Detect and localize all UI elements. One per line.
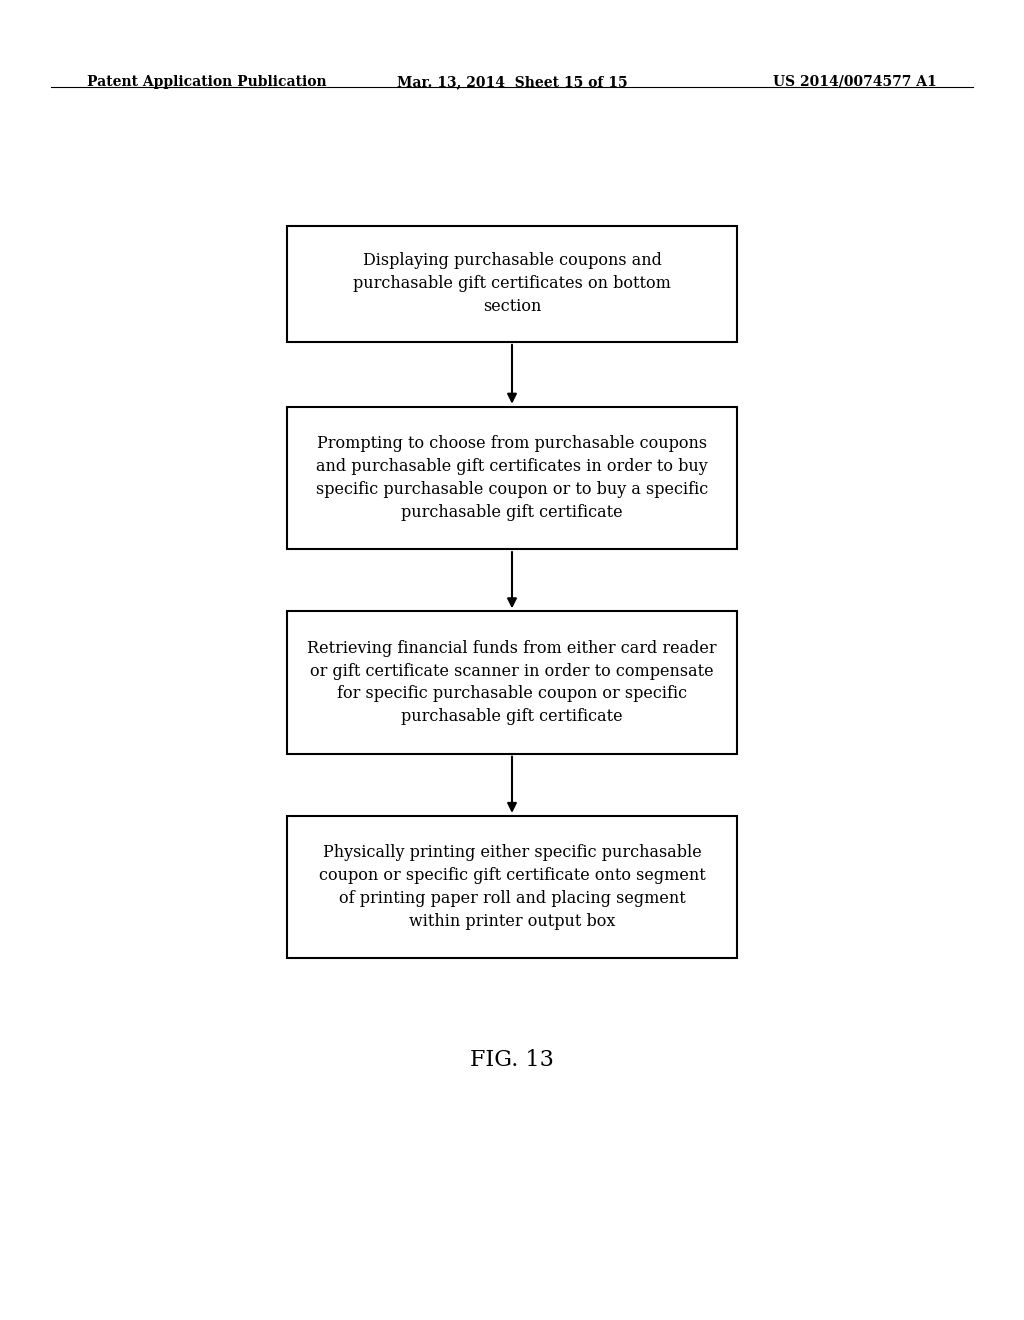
FancyBboxPatch shape: [287, 226, 737, 342]
FancyBboxPatch shape: [287, 816, 737, 958]
Text: Retrieving financial funds from either card reader
or gift certificate scanner i: Retrieving financial funds from either c…: [307, 640, 717, 725]
FancyBboxPatch shape: [287, 407, 737, 549]
Text: Mar. 13, 2014  Sheet 15 of 15: Mar. 13, 2014 Sheet 15 of 15: [396, 75, 628, 88]
Text: Prompting to choose from purchasable coupons
and purchasable gift certificates i: Prompting to choose from purchasable cou…: [315, 436, 709, 520]
Text: FIG. 13: FIG. 13: [470, 1049, 554, 1071]
Text: Physically printing either specific purchasable
coupon or specific gift certific: Physically printing either specific purc…: [318, 845, 706, 929]
FancyBboxPatch shape: [287, 611, 737, 754]
Text: Patent Application Publication: Patent Application Publication: [87, 75, 327, 88]
Text: US 2014/0074577 A1: US 2014/0074577 A1: [773, 75, 937, 88]
Text: Displaying purchasable coupons and
purchasable gift certificates on bottom
secti: Displaying purchasable coupons and purch…: [353, 252, 671, 315]
